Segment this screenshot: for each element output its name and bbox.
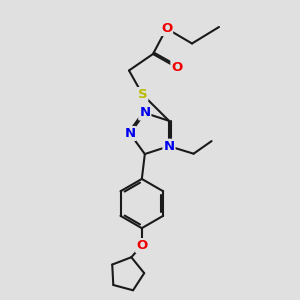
Text: S: S	[138, 88, 147, 101]
Text: O: O	[171, 61, 183, 74]
Text: O: O	[161, 22, 172, 35]
Text: N: N	[139, 106, 150, 119]
Text: N: N	[164, 140, 175, 153]
Text: N: N	[124, 127, 136, 140]
Text: O: O	[136, 239, 148, 252]
